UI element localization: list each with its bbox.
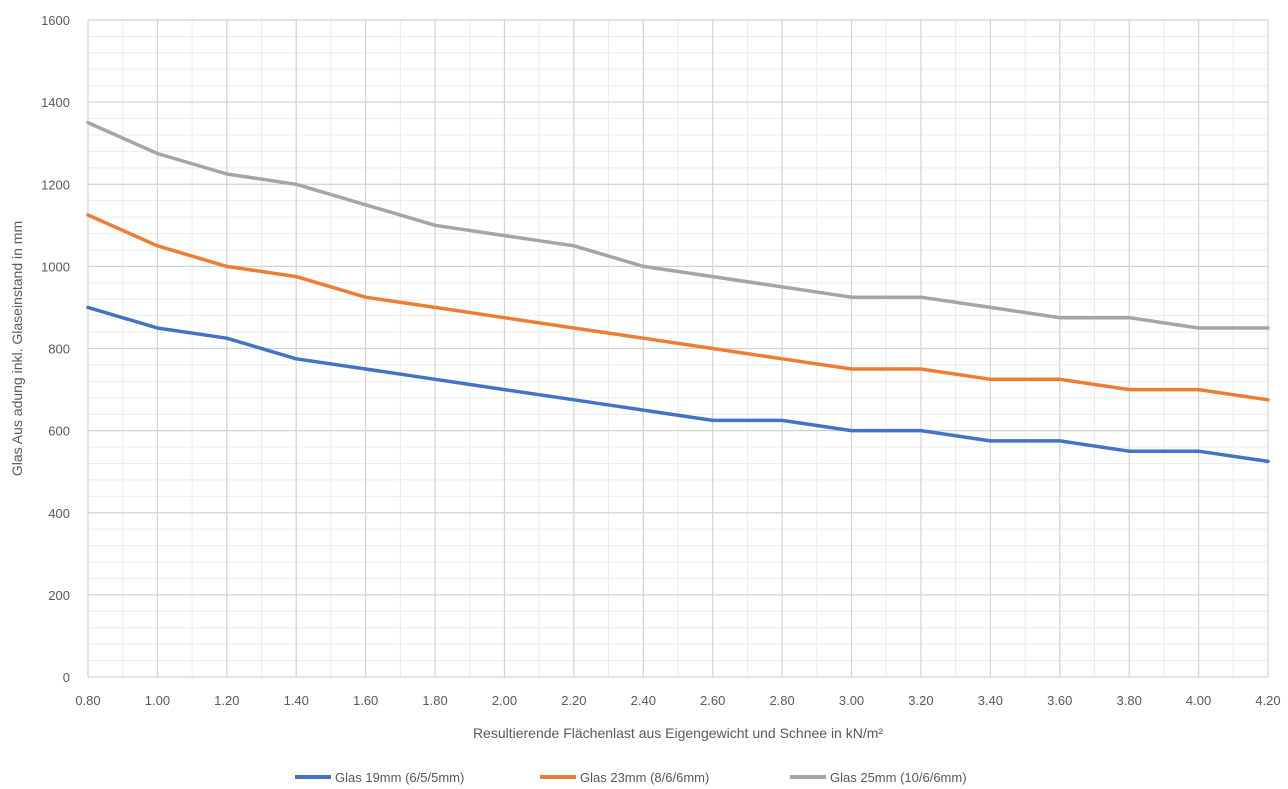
x-tick-label: 2.80 xyxy=(769,693,794,708)
major-gridlines xyxy=(87,19,1269,678)
x-tick-label: 2.00 xyxy=(492,693,517,708)
legend-label-1: Glas 19mm (6/5/5mm) xyxy=(335,770,464,785)
legend-label-2: Glas 23mm (8/6/6mm) xyxy=(580,770,709,785)
x-tick-label: 1.40 xyxy=(284,693,309,708)
x-tick-label: 0.80 xyxy=(75,693,100,708)
series-line-1 xyxy=(86,305,1270,464)
legend: Glas 19mm (6/5/5mm) Glas 23mm (8/6/6mm) Gl… xyxy=(295,770,967,785)
y-tick-label: 800 xyxy=(48,342,70,357)
y-tick-label: 1600 xyxy=(41,13,70,28)
x-tick-label: 4.20 xyxy=(1255,693,1280,708)
x-tick-label: 1.00 xyxy=(145,693,170,708)
y-tick-label: 1200 xyxy=(41,177,70,192)
x-tick-label: 3.20 xyxy=(908,693,933,708)
x-tick-label: 4.00 xyxy=(1186,693,1211,708)
x-tick-label: 2.20 xyxy=(561,693,586,708)
x-tick-label: 1.80 xyxy=(422,693,447,708)
x-tick-label: 3.40 xyxy=(978,693,1003,708)
x-tick-label: 3.80 xyxy=(1117,693,1142,708)
y-tick-label: 600 xyxy=(48,424,70,439)
legend-label-3: Glas 25mm (10/6/6mm) xyxy=(830,770,967,785)
y-tick-label: 0 xyxy=(63,670,70,685)
y-tick-label: 400 xyxy=(48,506,70,521)
y-axis-tick-labels: 0 200 400 600 800 1000 1200 1400 1600 xyxy=(41,13,70,685)
y-tick-label: 200 xyxy=(48,588,70,603)
series-lines xyxy=(86,120,1270,464)
x-axis-title: Resultierende Flächenlast aus Eigengewic… xyxy=(473,725,883,741)
y-axis-title: Glas Aus adung inkl. Glaseinstand in mm xyxy=(9,221,25,476)
x-tick-label: 1.60 xyxy=(353,693,378,708)
x-tick-label: 3.00 xyxy=(839,693,864,708)
x-tick-label: 2.40 xyxy=(631,693,656,708)
series-line-3 xyxy=(86,120,1270,330)
y-tick-label: 1400 xyxy=(41,95,70,110)
x-tick-label: 1.20 xyxy=(214,693,239,708)
x-tick-label: 2.60 xyxy=(700,693,725,708)
y-tick-label: 1000 xyxy=(41,259,70,274)
series-line-2 xyxy=(86,213,1270,402)
x-axis-tick-labels: 0.80 1.00 1.20 1.40 1.60 1.80 2.00 2.20 2.40 2.60… xyxy=(75,693,1280,708)
x-tick-label: 3.60 xyxy=(1047,693,1072,708)
